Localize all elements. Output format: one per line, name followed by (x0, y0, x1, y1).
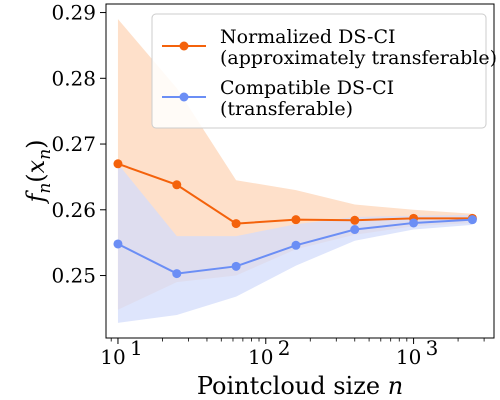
y-axis-title-open: ( (22, 173, 50, 182)
x-tick-label: 10 (248, 345, 273, 369)
y-axis-title-sub: n (35, 183, 55, 194)
legend-label-compatible-line1: Compatible DS-CI (220, 77, 394, 99)
point-compatible (291, 240, 301, 250)
legend-box (151, 13, 487, 129)
y-tick-label: 0.27 (51, 132, 96, 156)
point-compatible (350, 225, 360, 235)
legend-marker-normalized (179, 41, 189, 51)
legend-marker-compatible (179, 92, 189, 102)
x-tick-label-exponent: 3 (426, 336, 439, 360)
point-compatible (467, 215, 477, 225)
x-tick-label-exponent: 2 (278, 336, 291, 360)
plot-frame (105, 3, 495, 339)
x-tick-label: 10 (100, 345, 125, 369)
y-tick-label: 0.28 (51, 66, 96, 90)
x-tick-label-exponent: 1 (130, 336, 143, 360)
point-compatible (113, 239, 123, 249)
legend-label-normalized-line1: Normalized DS-CI (220, 26, 396, 48)
x-axis-title-var: n (388, 372, 403, 400)
y-tick-label: 0.25 (51, 264, 96, 288)
point-normalized (231, 219, 241, 229)
legend: Normalized DS-CI (approximately transfer… (151, 13, 497, 129)
point-normalized (291, 215, 301, 225)
point-compatible (172, 269, 182, 279)
x-axis-title-text: Pointcloud size (197, 372, 380, 400)
y-axis-title-arg-sub: n (35, 149, 55, 160)
legend-label-compatible-line2: (transferable) (220, 98, 353, 120)
y-axis-title-arg: x (22, 159, 50, 173)
x-axis-title: Pointcloud size n (197, 372, 403, 400)
point-compatible (409, 218, 419, 228)
x-axis-ticks: 10 1 10 2 10 3 (100, 336, 485, 369)
point-normalized (113, 159, 123, 169)
y-tick-label: 0.29 (51, 1, 96, 25)
y-axis-title-close: ) (22, 139, 50, 148)
point-compatible (231, 261, 241, 271)
series-points (113, 159, 477, 279)
x-tick-label: 10 (396, 345, 421, 369)
y-tick-label: 0.26 (51, 198, 96, 222)
y-axis-title: fn(xn) (22, 139, 55, 204)
legend-label-normalized-line2: (approximately transferable) (220, 47, 497, 69)
y-axis-ticks: 0.25 0.26 0.27 0.28 0.29 (51, 1, 106, 288)
point-normalized (350, 215, 360, 225)
point-normalized (172, 180, 182, 190)
